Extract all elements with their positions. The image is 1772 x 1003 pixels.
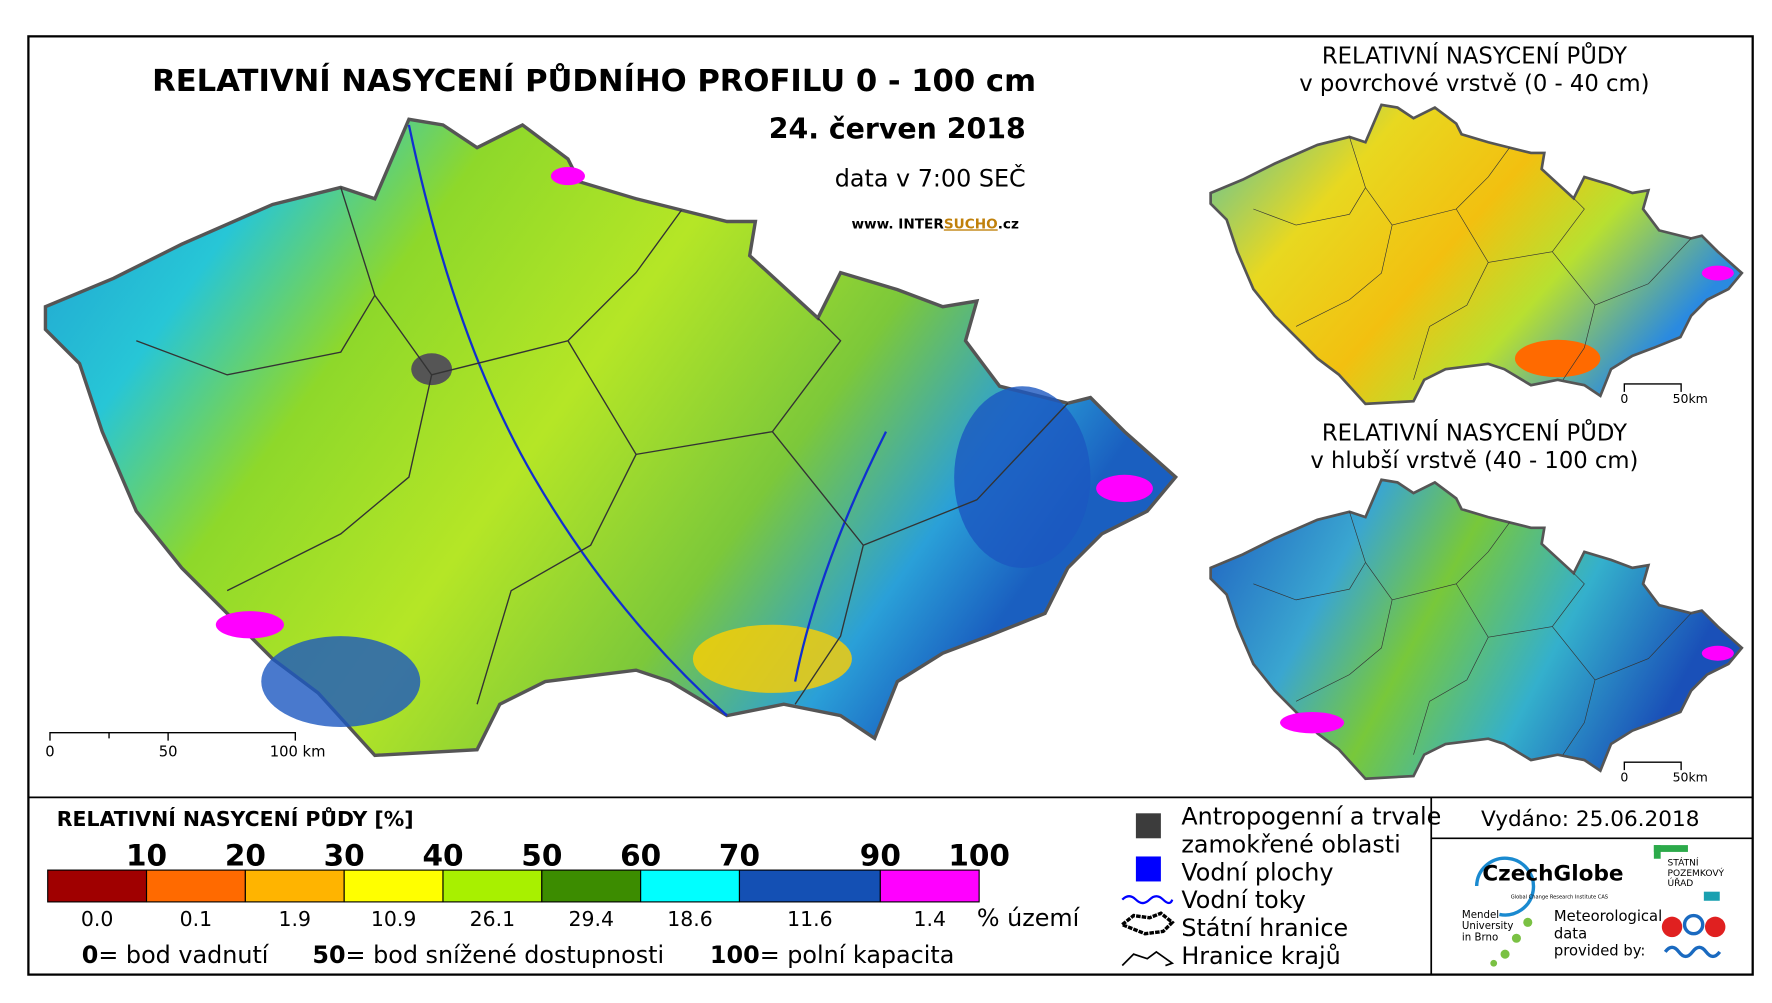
legend-break: 100 xyxy=(948,839,1010,873)
logo-text: provided by: xyxy=(1554,942,1645,959)
logo-text: data xyxy=(1554,925,1587,942)
logos: CzechGlobe Global Change Research Instit… xyxy=(1462,845,1726,967)
inset-map xyxy=(1209,478,1744,781)
website-part: .cz xyxy=(998,216,1019,232)
scale-label: 50km xyxy=(1673,391,1708,406)
legend-share: 11.6 xyxy=(787,907,833,931)
map-title: RELATIVNÍ NASYCENÍ PŮDNÍHO PROFILU 0 - 1… xyxy=(152,62,1036,99)
legend-swatch xyxy=(47,869,148,903)
note-text: = bod snížené dostupnosti xyxy=(346,941,665,969)
legend-swatch xyxy=(541,869,642,903)
legend-break: 20 xyxy=(225,839,266,873)
inset-title: RELATIVNÍ NASYCENÍ PŮDY xyxy=(1322,41,1627,70)
share-unit: % území xyxy=(977,904,1081,932)
legend-swatch xyxy=(343,869,444,903)
main-map xyxy=(43,117,1178,758)
symbol-icons xyxy=(1118,813,1175,967)
legend-share: 0.0 xyxy=(81,907,114,931)
logo-text: CzechGlobe xyxy=(1482,861,1623,886)
scale-label: 50 xyxy=(159,744,178,761)
logo-text: in Brno xyxy=(1462,933,1498,944)
legend-break: 10 xyxy=(126,839,167,873)
symbol-label: Vodní toky xyxy=(1181,886,1306,914)
legend-break: 50 xyxy=(521,839,562,873)
legend-note: 0= bod vadnutí xyxy=(82,941,270,969)
note-text: = bod vadnutí xyxy=(98,941,269,969)
website-part: SUCHO xyxy=(944,216,998,232)
legend-break: 40 xyxy=(422,839,463,873)
legend-share: 1.4 xyxy=(913,907,946,931)
legend-share: 10.9 xyxy=(371,907,417,931)
scale-bar xyxy=(49,383,1682,771)
legend-swatch xyxy=(442,869,543,903)
legend-title: RELATIVNÍ NASYCENÍ PŮDY [%] xyxy=(57,806,414,831)
website-part: www. INTER xyxy=(851,216,944,232)
scale-label: 100 km xyxy=(270,744,326,761)
inset-title: v hlubší vrstvě (40 - 100 cm) xyxy=(1310,448,1638,474)
legend-note: 100= polní kapacita xyxy=(710,941,954,969)
legend-swatch xyxy=(145,869,246,903)
inset-title: v povrchové vrstvě (0 - 40 cm) xyxy=(1299,71,1649,97)
website: www. INTERSUCHO.cz xyxy=(851,216,1019,232)
legend-note: 50= bod snížené dostupnosti xyxy=(312,941,664,969)
note-number: 0 xyxy=(82,941,99,969)
legend-break: 60 xyxy=(620,839,661,873)
inset-title: RELATIVNÍ NASYCENÍ PŮDY xyxy=(1322,418,1627,447)
legend-swatch xyxy=(738,869,881,903)
note-text: = polní kapacita xyxy=(760,941,955,969)
symbol-label: zamokřené oblasti xyxy=(1181,830,1400,858)
note-number: 50 xyxy=(312,941,345,969)
legend-break: 90 xyxy=(860,839,901,873)
map-date: 24. červen 2018 xyxy=(769,113,1026,146)
symbol-label: Vodní plochy xyxy=(1181,858,1333,886)
legend-break: 70 xyxy=(719,839,760,873)
legend-share: 26.1 xyxy=(470,907,516,931)
legend-share: 1.9 xyxy=(279,907,312,931)
inset-map xyxy=(1209,103,1744,406)
legend-share: 0.1 xyxy=(180,907,213,931)
legend-swatch xyxy=(640,869,741,903)
legend-share: 29.4 xyxy=(568,907,614,931)
logo-text: Global Change Research Institute CAS xyxy=(1511,894,1608,900)
note-number: 100 xyxy=(710,941,760,969)
scale-label: 0 xyxy=(1620,391,1628,406)
legend-scale: 10 20 30 40 50 60 70 90 100 0.0 0.1 1.9 10.9 26.1 29.4… xyxy=(47,839,1010,931)
logo-text: University xyxy=(1462,921,1514,932)
legend-swatch xyxy=(244,869,345,903)
legend-break: 30 xyxy=(324,839,365,873)
logo-text: POZEMKOVÝ xyxy=(1667,867,1724,879)
legend-notes: 0= bod vadnutí 50= bod snížené dostupnost… xyxy=(82,941,955,969)
logo-text: STÁTNÍ xyxy=(1667,857,1698,869)
symbol-label: Antropogenní a trvale xyxy=(1181,803,1441,831)
logo-text: Meteorological xyxy=(1554,908,1662,925)
logo-text: Mendel xyxy=(1462,910,1499,921)
issued-date: Vydáno: 25.06.2018 xyxy=(1481,807,1699,832)
legend-swatch xyxy=(879,869,980,903)
scale-label: 50km xyxy=(1673,769,1708,784)
logo-text: ÚŘAD xyxy=(1667,877,1693,889)
time-note: data v 7:00 SEČ xyxy=(835,164,1026,192)
scale-label: 0 xyxy=(45,744,54,761)
symbol-label: Státní hranice xyxy=(1181,914,1348,942)
symbol-label: Hranice krajů xyxy=(1181,942,1340,970)
scale-label: 0 xyxy=(1620,769,1628,784)
legend-share: 18.6 xyxy=(667,907,713,931)
